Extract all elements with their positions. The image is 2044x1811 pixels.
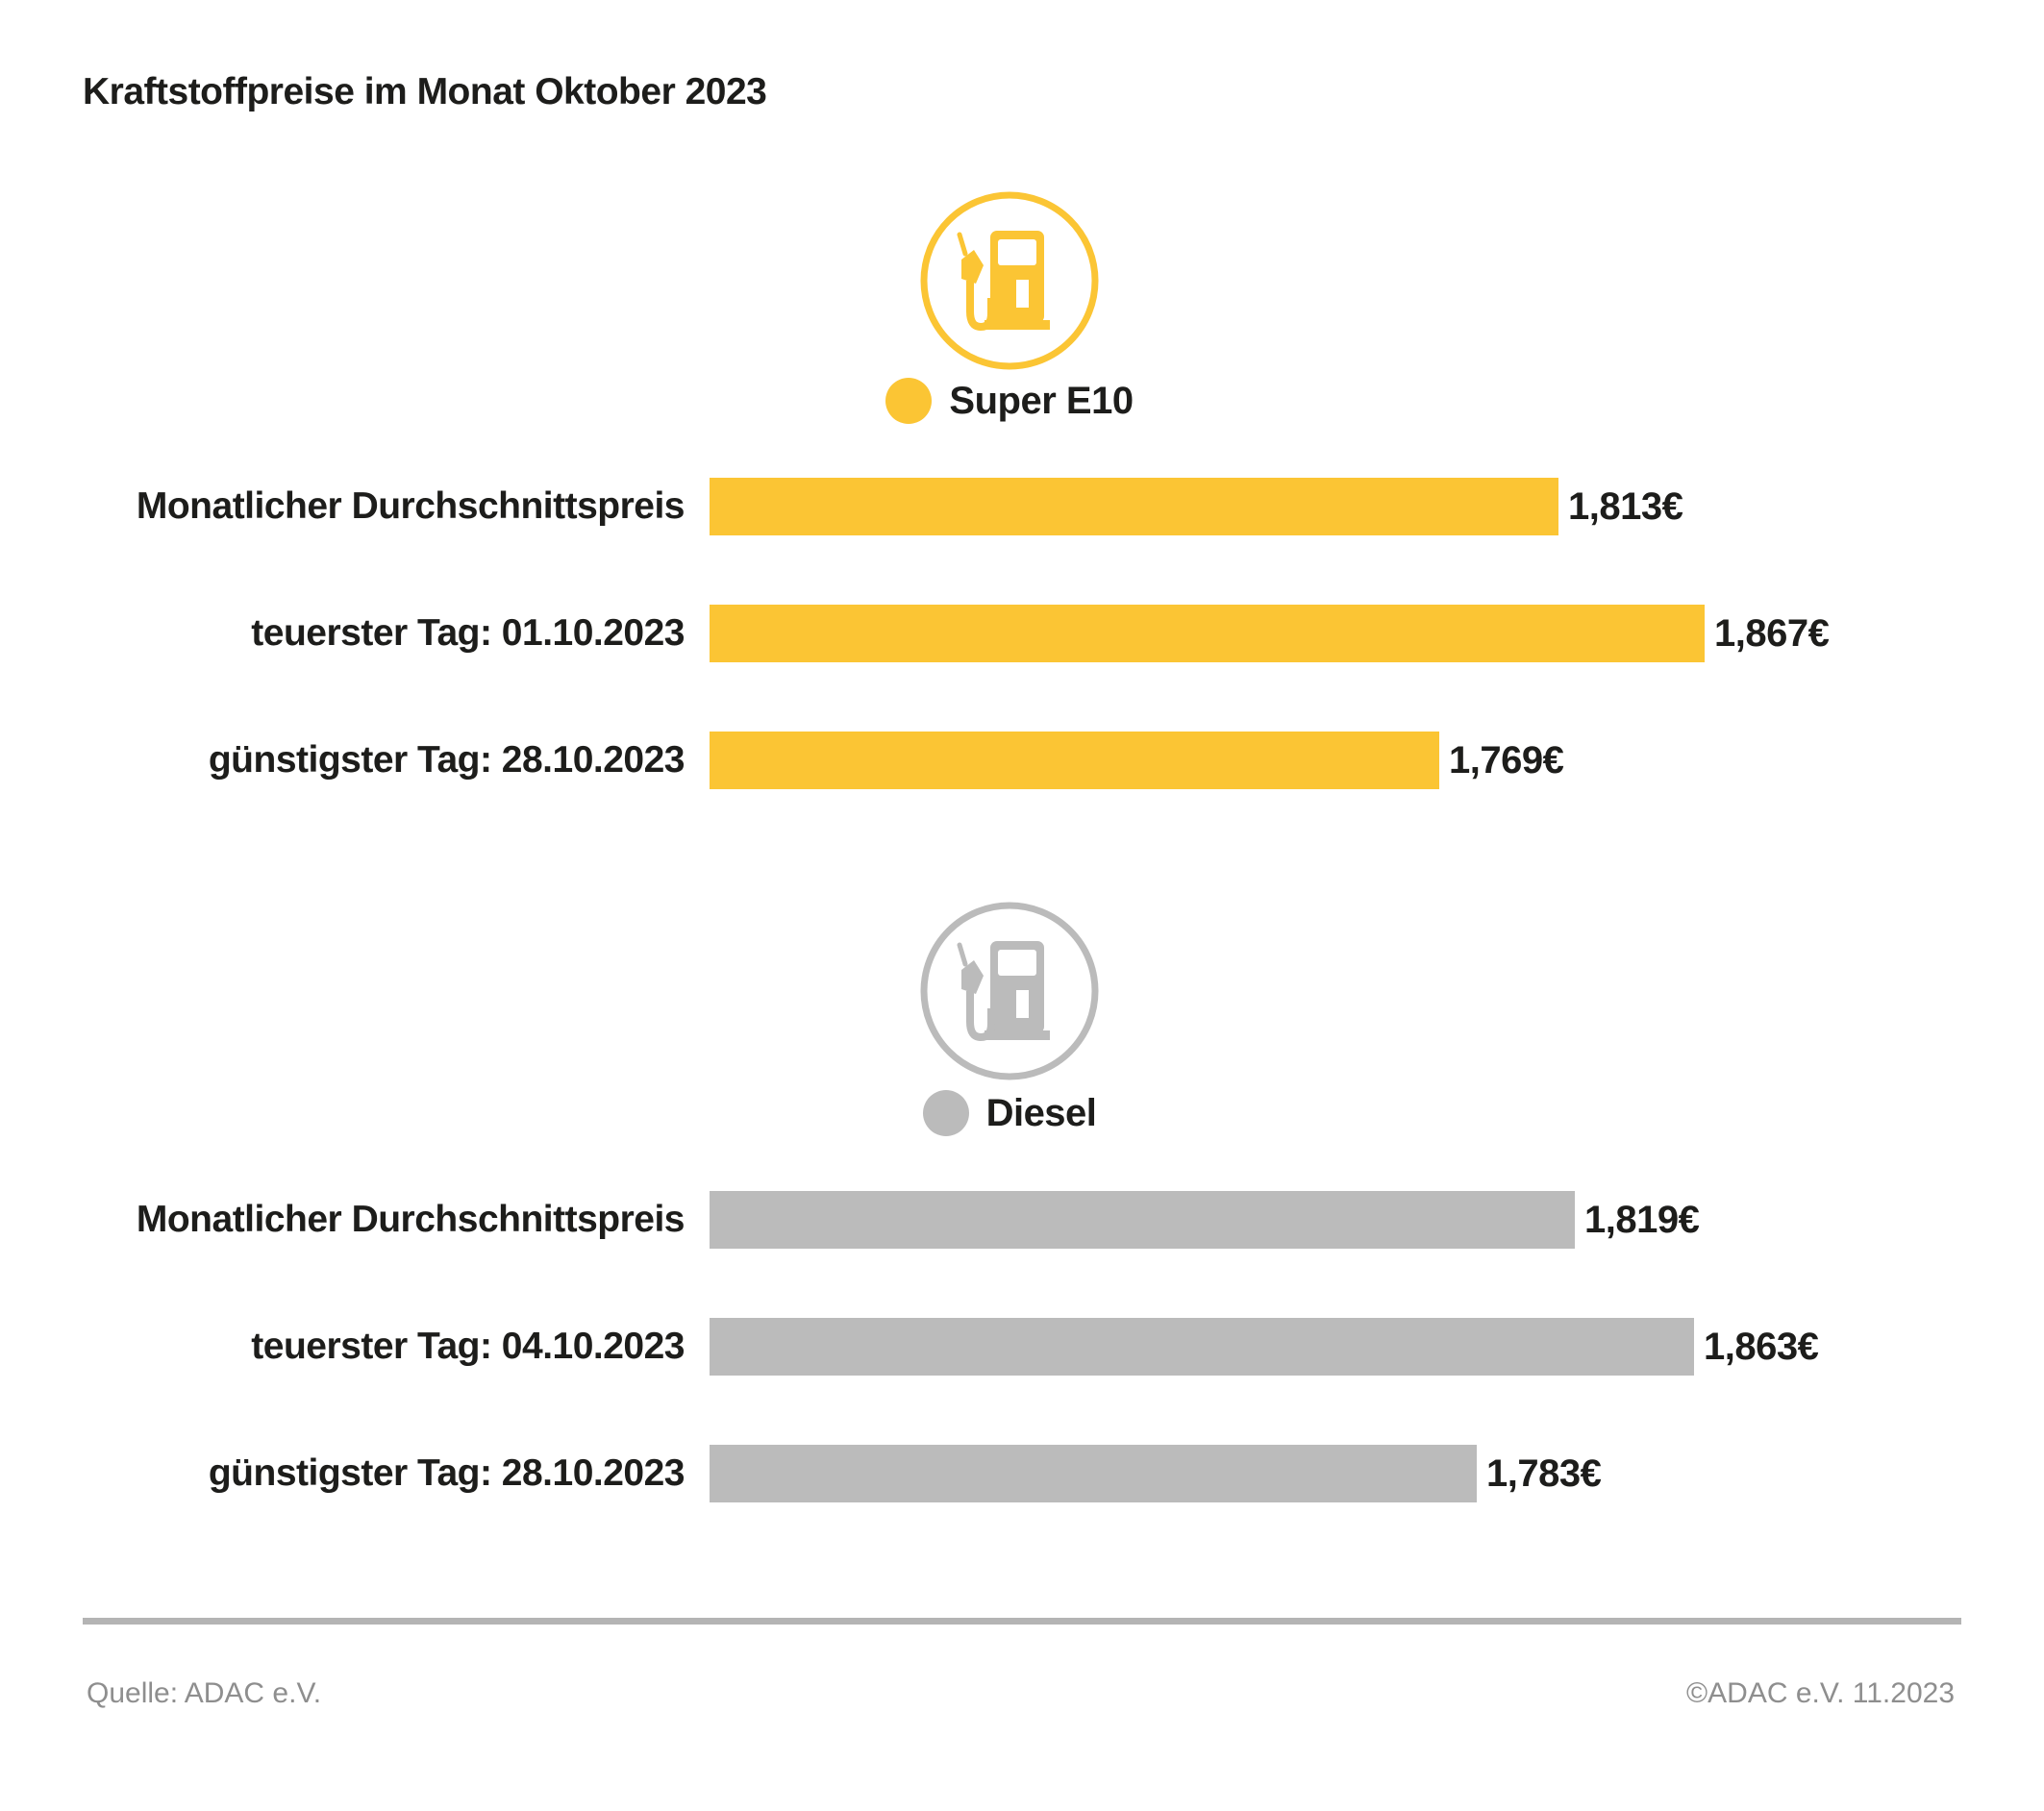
bar-label: teuerster Tag: 04.10.2023 bbox=[251, 1326, 685, 1367]
bar bbox=[710, 1191, 1575, 1249]
bar-row: Monatlicher Durchschnittspreis 1,819€ bbox=[0, 1191, 2044, 1249]
footer-copyright: ©ADAC e.V. 11.2023 bbox=[1686, 1677, 1955, 1709]
bar bbox=[710, 1318, 1694, 1376]
bar-value: 1,783€ bbox=[1486, 1452, 1602, 1495]
page-title: Kraftstoffpreise im Monat Oktober 2023 bbox=[83, 71, 767, 112]
bar bbox=[710, 732, 1439, 789]
bar-label: Monatlicher Durchschnittspreis bbox=[136, 1199, 685, 1240]
bar-label: günstigster Tag: 28.10.2023 bbox=[208, 1452, 685, 1494]
bar-value: 1,819€ bbox=[1584, 1199, 1700, 1241]
bar-row: teuerster Tag: 01.10.2023 1,867€ bbox=[0, 605, 2044, 662]
bar bbox=[710, 1445, 1477, 1502]
bar-value: 1,813€ bbox=[1568, 485, 1683, 528]
fuel-pump-icon bbox=[920, 191, 1099, 370]
section-diesel-icon-wrap bbox=[0, 901, 2019, 1081]
section-super-icon-wrap bbox=[0, 190, 2019, 371]
legend-dot-super bbox=[885, 378, 933, 424]
bar-row: teuerster Tag: 04.10.2023 1,863€ bbox=[0, 1318, 2044, 1376]
bar-value: 1,867€ bbox=[1714, 612, 1830, 655]
bar-row: günstigster Tag: 28.10.2023 1,769€ bbox=[0, 732, 2044, 789]
bar-row: günstigster Tag: 28.10.2023 1,783€ bbox=[0, 1445, 2044, 1502]
bar bbox=[710, 605, 1705, 662]
bar-label: teuerster Tag: 01.10.2023 bbox=[251, 612, 685, 654]
legend-label-diesel: Diesel bbox=[985, 1091, 1097, 1134]
legend-dot-diesel bbox=[922, 1090, 969, 1136]
bar-label: günstigster Tag: 28.10.2023 bbox=[208, 739, 685, 781]
footer-source: Quelle: ADAC e.V. bbox=[87, 1677, 322, 1709]
bar-label: Monatlicher Durchschnittspreis bbox=[136, 485, 685, 527]
legend-diesel: Diesel bbox=[0, 1090, 2019, 1136]
bar-value: 1,769€ bbox=[1449, 739, 1564, 781]
legend-label-super: Super E10 bbox=[949, 379, 1134, 422]
bar-value: 1,863€ bbox=[1704, 1326, 1819, 1368]
footer-divider bbox=[83, 1618, 1961, 1625]
bar bbox=[710, 478, 1558, 535]
legend-super: Super E10 bbox=[0, 378, 2019, 424]
fuel-pump-icon bbox=[920, 902, 1099, 1080]
bar-row: Monatlicher Durchschnittspreis 1,813€ bbox=[0, 478, 2044, 535]
